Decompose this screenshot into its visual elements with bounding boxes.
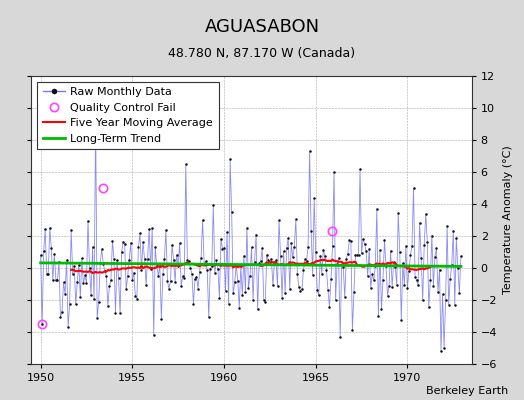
Legend: Raw Monthly Data, Quality Control Fail, Five Year Moving Average, Long-Term Tren: Raw Monthly Data, Quality Control Fail, …	[37, 82, 219, 149]
Text: AGUASABON: AGUASABON	[204, 18, 320, 36]
Text: Berkeley Earth: Berkeley Earth	[426, 386, 508, 396]
Text: 48.780 N, 87.170 W (Canada): 48.780 N, 87.170 W (Canada)	[168, 47, 356, 60]
Y-axis label: Temperature Anomaly (°C): Temperature Anomaly (°C)	[503, 146, 512, 294]
